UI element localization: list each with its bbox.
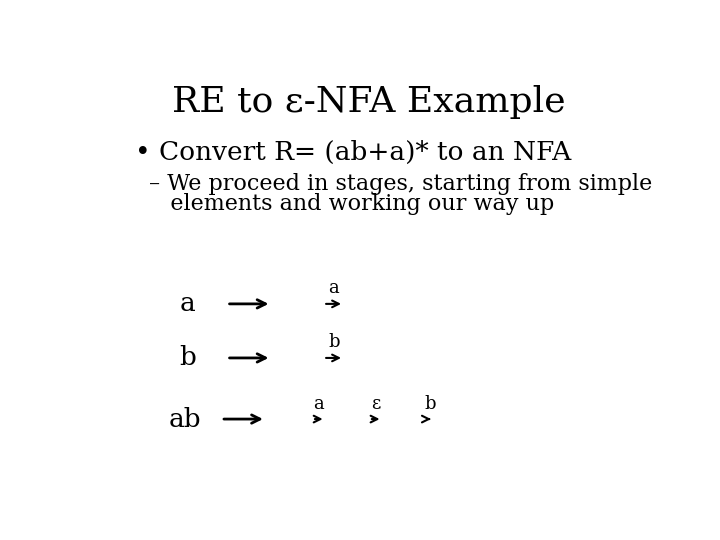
Text: b: b [424, 395, 436, 413]
Text: RE to ε-NFA Example: RE to ε-NFA Example [172, 85, 566, 119]
Text: elements and working our way up: elements and working our way up [148, 193, 554, 215]
Text: b: b [328, 333, 340, 351]
Text: a: a [180, 292, 196, 316]
Text: – We proceed in stages, starting from simple: – We proceed in stages, starting from si… [148, 173, 652, 195]
Text: a: a [328, 279, 339, 297]
Text: ε: ε [371, 395, 380, 413]
Text: ab: ab [168, 407, 201, 431]
Text: b: b [179, 346, 196, 370]
Text: • Convert R= (ab+a)* to an NFA: • Convert R= (ab+a)* to an NFA [135, 140, 571, 165]
Text: a: a [313, 395, 324, 413]
